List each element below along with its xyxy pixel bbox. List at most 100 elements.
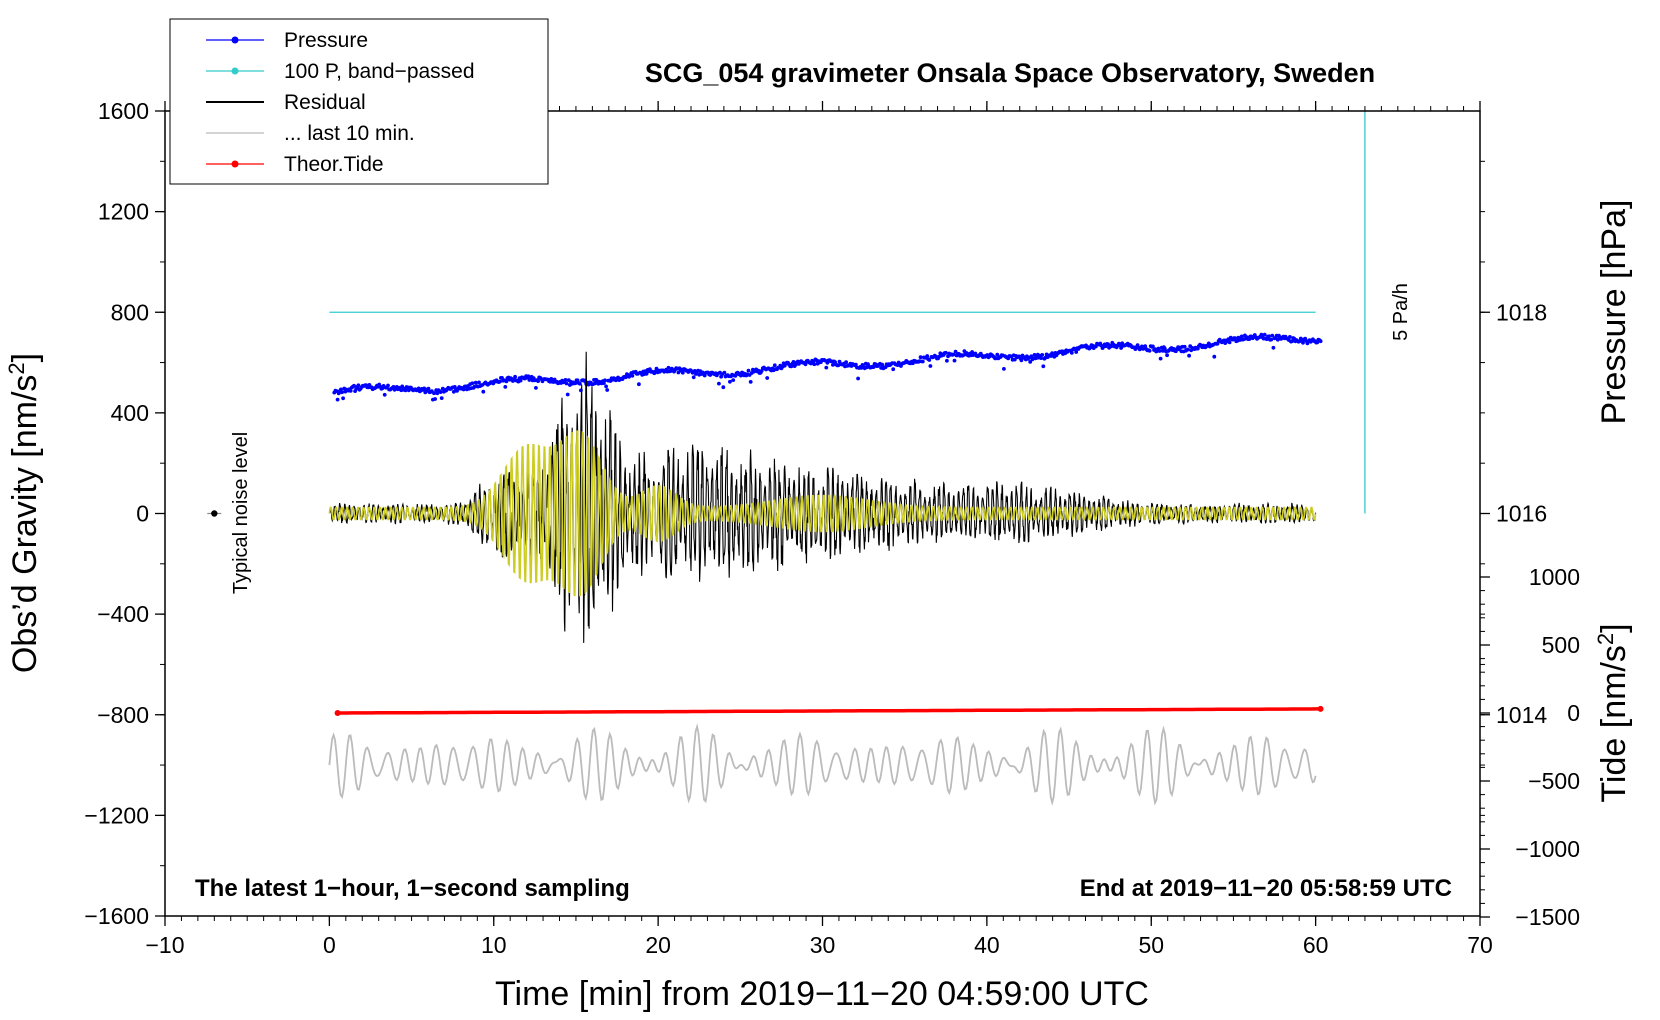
- pressure-point: [534, 386, 538, 390]
- pressure-point: [340, 390, 344, 395]
- series-last-10-min: [328, 723, 1317, 806]
- legend-label: ... last 10 min.: [284, 122, 415, 145]
- pressure-point: [928, 364, 933, 368]
- pressure-point: [1239, 334, 1244, 339]
- pressure-point: [1212, 354, 1217, 359]
- pressure-point: [831, 363, 835, 367]
- legend-swatch-marker: [231, 67, 239, 75]
- tide-tick-label: −500: [1528, 768, 1580, 794]
- pressure-point: [691, 375, 696, 380]
- pressure-point: [1165, 353, 1169, 358]
- y-tick-label-left: 800: [111, 299, 149, 325]
- pressure-point: [746, 368, 751, 373]
- pressure-point: [1187, 353, 1191, 358]
- pressure-point: [1040, 353, 1045, 357]
- pressure-point: [1157, 349, 1162, 353]
- legend-label: Residual: [284, 91, 366, 114]
- pressure-point: [497, 379, 502, 384]
- pressure-point: [644, 371, 649, 376]
- pressure-point: [1041, 364, 1046, 369]
- pressure-point: [721, 385, 726, 390]
- pressure-point: [871, 365, 876, 369]
- tide-line: [337, 707, 1321, 715]
- pressure-point: [564, 381, 569, 386]
- noise-level-label: Typical noise level: [230, 432, 252, 594]
- pressure-point: [1028, 360, 1033, 364]
- pressure-point: [1069, 351, 1074, 355]
- legend-items: Pressure 100 P, band−passed Residual ... la…: [206, 29, 475, 176]
- pressure-point: [518, 378, 523, 383]
- x-tick-label: 20: [645, 932, 671, 958]
- pressure-point: [1275, 337, 1280, 342]
- pressure-point: [891, 367, 896, 372]
- tide-tick-label: −1500: [1515, 904, 1580, 930]
- tide-tick-label: 0: [1567, 700, 1580, 726]
- x-tick-label: 60: [1303, 932, 1329, 958]
- pressure-point: [1227, 340, 1232, 345]
- x-tick-label: 30: [810, 932, 836, 958]
- pressure-point: [945, 358, 949, 363]
- pressure-point: [951, 352, 956, 357]
- legend: Pressure 100 P, band−passed Residual ... la…: [169, 18, 549, 185]
- pressure-point: [563, 378, 568, 382]
- tide-point: [1317, 705, 1324, 712]
- legend-label: Theor.Tide: [284, 153, 384, 176]
- pressure-point: [995, 352, 1000, 357]
- pressure-point: [920, 359, 925, 364]
- y-axis-title-left: Obs’d Gravity [nm/s2]: [4, 353, 44, 673]
- pressure-point: [603, 378, 607, 383]
- pressure-point: [1182, 344, 1187, 349]
- pressure-point: [772, 363, 777, 368]
- pressure-point: [765, 376, 770, 380]
- series-layer: [207, 111, 1366, 806]
- pressure-point: [1288, 335, 1292, 339]
- pressure-point: [536, 379, 540, 383]
- pressure-point: [473, 380, 478, 385]
- pressure-point: [1032, 353, 1037, 357]
- series-residual-filtered: [328, 430, 1317, 597]
- pressure-point: [748, 380, 753, 384]
- x-tick-label: 0: [323, 932, 336, 958]
- pressure-tick-label: 1018: [1496, 299, 1547, 325]
- series-residual: [328, 351, 1317, 643]
- footer-right: End at 2019−11−20 05:58:59 UTC: [1080, 875, 1452, 902]
- x-tick-label: 50: [1138, 932, 1164, 958]
- pressure-point: [739, 373, 743, 378]
- pressure-point: [513, 374, 517, 379]
- pressure-point: [503, 385, 508, 389]
- x-axis-title: Time [min] from 2019−11−20 04:59:00 UTC: [495, 975, 1149, 1013]
- pressure-point: [717, 381, 721, 386]
- pressure-point: [722, 370, 727, 375]
- pressure-tick-label: 1016: [1496, 501, 1547, 527]
- y-tick-label-left: −1600: [84, 903, 149, 929]
- pressure-point: [856, 376, 860, 381]
- pressure-point: [918, 355, 923, 360]
- y-tick-label-left: 400: [111, 400, 149, 426]
- y-axis-title-tide: Tide [nm/s2]: [1593, 623, 1633, 802]
- pressure-point: [1039, 356, 1043, 360]
- pressure-point: [637, 382, 641, 387]
- pressure-point: [1143, 344, 1148, 349]
- footer-left: The latest 1−hour, 1−second sampling: [195, 875, 630, 902]
- pressure-point: [432, 391, 436, 396]
- pressure-point: [791, 360, 796, 364]
- tide-tick-label: −1000: [1515, 836, 1580, 862]
- x-tick-label: 40: [974, 932, 1000, 958]
- pressure-point: [573, 381, 578, 386]
- pressure-point: [854, 362, 858, 367]
- pressure-point: [1290, 339, 1294, 344]
- pressure-point: [1270, 333, 1275, 338]
- pressure-point: [1271, 345, 1276, 350]
- pressure-point: [433, 397, 437, 401]
- pressure-point: [728, 379, 732, 384]
- pressure-point: [481, 389, 486, 394]
- pressure-point: [1269, 337, 1274, 342]
- pressure-point: [386, 383, 390, 388]
- tide-tick-label: 1000: [1529, 564, 1580, 590]
- pressure-point: [927, 358, 932, 362]
- pressure-point: [1158, 356, 1163, 361]
- pressure-point: [952, 358, 957, 363]
- y-tick-label-left: −1200: [84, 802, 149, 828]
- pressure-point: [1262, 332, 1267, 337]
- pressure-point: [1074, 350, 1079, 354]
